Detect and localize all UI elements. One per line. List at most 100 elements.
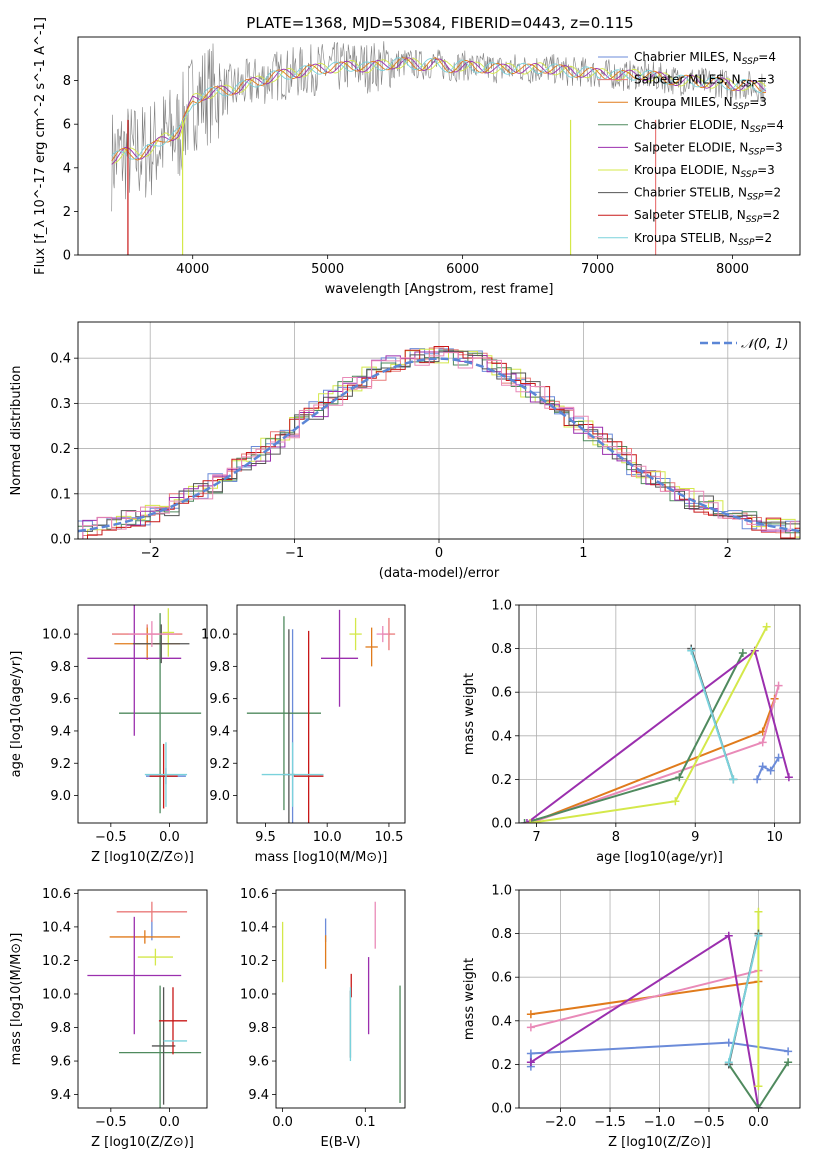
y-tick-label: 0.2: [491, 773, 512, 788]
y-tick-label: 10.0: [42, 987, 71, 1002]
series-marker-chabrier_elodie: [675, 773, 684, 782]
y-tick-label: 0.0: [491, 1102, 512, 1117]
axes-frame: [518, 889, 801, 1109]
y-axis-label: Flux [f_λ 10^-17 erg cm^-2 s^-1 A^-1]: [33, 17, 48, 275]
x-tick-label: −1.0: [644, 1115, 676, 1130]
y-axis-label: mass weight: [462, 673, 477, 755]
legend-label: Chabrier MILES, NSSP=4: [634, 50, 776, 67]
series-line-salpeter_elodie: [530, 934, 760, 1108]
y-tick-label: 9.6: [248, 1055, 269, 1070]
x-axis-label: Z [log10(Z/Z⊙)]: [608, 1135, 711, 1150]
x-axis-label: Z [log10(Z/Z⊙)]: [91, 850, 194, 865]
x-tick-label: 7: [532, 830, 540, 845]
plot-area-mass_vs_ebv: [281, 901, 401, 1103]
y-tick-label: 10.0: [201, 628, 230, 643]
panel-mass_weight_vs_Z: −2.0 −1.5 −1.0 −0.5 0.0 0.0 0.2 0.4 0.6 0.8 1.0 Z […: [462, 884, 801, 1150]
panel-residual_histogram: −2 −1 0 1 2 0.0 0.1 0.2 0.3 0.4 (data-model)/error…: [9, 321, 801, 581]
y-tick-label: 9.8: [50, 1021, 71, 1036]
x-tick-label: 10.0: [313, 830, 342, 845]
plot-area-residual_histogram: [78, 346, 800, 539]
axes-frame: [77, 604, 208, 824]
series-line-chabrier_miles: [756, 757, 780, 780]
axes-frame: [77, 321, 801, 540]
series-marker-chabrier_elodie: [754, 1104, 763, 1108]
y-tick-label: 9.4: [50, 724, 71, 739]
legend-label: Chabrier STELIB, NSSP=2: [634, 186, 781, 203]
y-tick-label: 0.4: [491, 729, 512, 744]
legend-label: Kroupa STELIB, NSSP=2: [634, 231, 772, 248]
x-tick-label: −2.0: [545, 1115, 577, 1130]
y-tick-label: 0.4: [491, 1014, 512, 1029]
x-tick-label: 0.0: [272, 1115, 293, 1130]
series-marker-salpeter_elodie: [784, 773, 793, 782]
legend-label: Kroupa MILES, NSSP=3: [634, 95, 767, 112]
y-tick-label: 9.8: [248, 1021, 269, 1036]
series-marker-salpeter_elodie: [724, 931, 733, 940]
observed-spectrum: [111, 41, 767, 212]
series-line-chabrier_elodie: [727, 1061, 789, 1108]
x-tick-label: 7000: [581, 262, 614, 277]
x-tick-label: 10: [766, 830, 783, 845]
x-tick-label: 10.5: [374, 830, 403, 845]
x-tick-label: 1: [579, 546, 587, 561]
y-tick-label: 1.0: [491, 884, 512, 899]
x-axis-label: wavelength [Angstrom, rest frame]: [325, 282, 554, 297]
y-tick-label: 0.0: [491, 817, 512, 832]
x-tick-label: 9.5: [255, 830, 276, 845]
y-tick-label: 10.2: [240, 954, 269, 969]
panel-age_vs_Z: −0.5 0.0 9.0 9.2 9.4 9.6 9.8 10.0 Z [log10(Z/Z⊙)…: [9, 604, 208, 865]
histogram-kroupa_elodie: [78, 348, 800, 539]
histogram-pink: [78, 352, 800, 539]
histogram-chabrier_stelib: [78, 350, 800, 539]
series-line-kroupa_miles: [530, 980, 759, 1016]
series-marker-salpeter_elodie: [526, 1058, 535, 1067]
y-tick-label: 0.1: [50, 487, 71, 502]
series-marker-chabrier_miles: [753, 775, 762, 784]
x-axis-label: E(B-V): [320, 1135, 360, 1150]
x-tick-label: 0.0: [748, 1115, 769, 1130]
x-tick-label: 2: [724, 546, 732, 561]
series-marker-chabrier_elodie: [738, 648, 747, 657]
x-tick-label: −0.5: [693, 1115, 725, 1130]
x-tick-label: 6000: [446, 262, 479, 277]
legend-label: Kroupa ELODIE, NSSP=3: [634, 163, 775, 180]
y-tick-label: 4: [63, 161, 71, 176]
series-marker-chabrier_miles: [774, 753, 783, 762]
x-axis-label: age [log10(age/yr)]: [596, 850, 723, 865]
figure-title: PLATE=1368, MJD=53084, FIBERID=0443, z=0…: [246, 14, 633, 32]
series-marker-chabrier_elodie: [784, 1058, 793, 1067]
x-tick-label: 0.1: [355, 1115, 376, 1130]
y-tick-label: 10.6: [42, 887, 71, 902]
y-axis-label: mass [log10(M/M⊙)]: [9, 933, 24, 1066]
series-marker-pink: [526, 1023, 535, 1032]
series-marker-kroupa_stelib: [754, 931, 763, 940]
legend-label: Salpeter STELIB, NSSP=2: [634, 208, 780, 225]
panel-mass_vs_ebv: 0.0 0.1 9.4 9.6 9.8 10.0 10.2 10.4 10.6 E(B-V): [240, 887, 406, 1150]
y-tick-label: 10.0: [240, 987, 269, 1002]
axes-frame: [236, 604, 406, 824]
axes-frame: [77, 889, 208, 1109]
series-marker-kroupa_elodie: [754, 1082, 763, 1091]
series-marker-kroupa_miles: [526, 1010, 535, 1019]
x-tick-label: −1.5: [594, 1115, 626, 1130]
plot-area-mass_weight_vs_Z: [526, 907, 793, 1108]
histogram-salpeter_elodie: [78, 350, 800, 539]
y-tick-label: 2: [63, 205, 71, 220]
series-marker-chabrier_miles: [784, 1047, 793, 1056]
x-tick-label: 5000: [311, 262, 344, 277]
y-tick-label: 9.4: [50, 1088, 71, 1103]
y-tick-label: 8: [63, 74, 71, 89]
y-tick-label: 0.0: [50, 533, 71, 548]
series-marker-kroupa_elodie: [671, 797, 680, 806]
x-tick-label: 0.0: [159, 830, 180, 845]
series-marker-salpeter_elodie: [522, 819, 531, 823]
y-tick-label: 10.4: [42, 920, 71, 935]
model-spectrum-kroupa_miles: [111, 57, 767, 162]
y-tick-label: 10.2: [42, 954, 71, 969]
y-axis-label: mass weight: [462, 958, 477, 1040]
y-tick-label: 0.6: [491, 971, 512, 986]
y-tick-label: 9.2: [50, 757, 71, 772]
series-line-pink: [530, 969, 759, 1029]
y-tick-label: 1.0: [491, 599, 512, 614]
series-marker-kroupa_elodie: [762, 622, 771, 631]
